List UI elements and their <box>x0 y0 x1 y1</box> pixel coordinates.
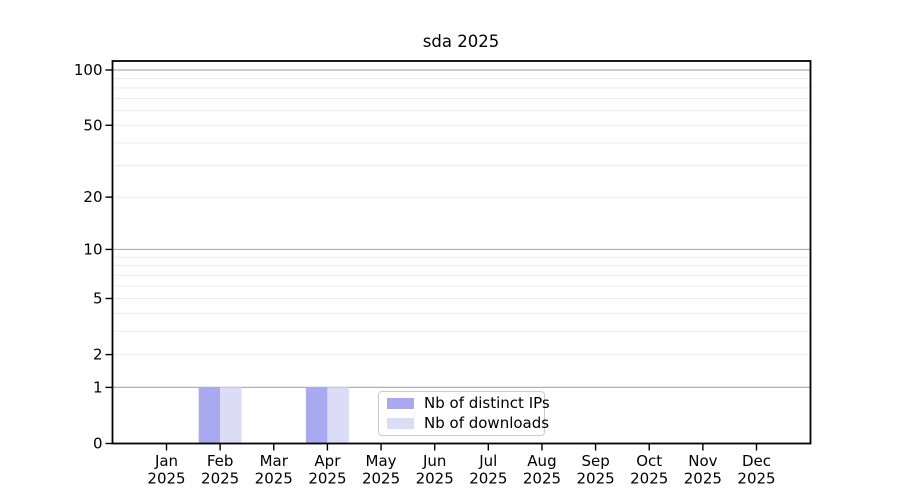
x-tick-label: Apr 2025 <box>308 452 346 488</box>
x-tick-label: Dec 2025 <box>737 452 775 488</box>
bar <box>327 387 349 444</box>
x-tick-label: Oct 2025 <box>630 452 668 488</box>
y-tick-label: 5 <box>93 289 103 307</box>
x-tick-label: Feb 2025 <box>201 452 239 488</box>
chart-title: sda 2025 <box>422 32 500 51</box>
bar <box>198 387 221 444</box>
y-tick-label: 50 <box>83 116 102 134</box>
y-tick-label: 1 <box>93 378 103 396</box>
legend-label: Nb of distinct IPs <box>424 394 550 412</box>
legend-label: Nb of downloads <box>424 414 550 432</box>
bar <box>220 387 242 444</box>
plot-border <box>111 60 812 445</box>
legend-item-downloads: Nb of downloads <box>387 414 549 433</box>
x-tick-label: Jun 2025 <box>416 452 454 488</box>
y-tick-label: 10 <box>83 240 102 258</box>
bar <box>305 387 328 444</box>
legend-item-distinct-ips: Nb of distinct IPs <box>387 394 550 413</box>
y-tick-label: 2 <box>93 346 103 364</box>
x-tick-label: Sep 2025 <box>576 452 614 488</box>
legend: Nb of distinct IPs Nb of downloads <box>378 391 550 436</box>
y-tick-label: 20 <box>83 188 102 206</box>
y-tick-label: 100 <box>74 61 103 79</box>
y-tick-label: 0 <box>93 435 103 453</box>
x-tick-label: Jul 2025 <box>469 452 507 488</box>
x-tick-label: May 2025 <box>362 452 400 488</box>
x-tick-label: Jan 2025 <box>147 452 185 488</box>
x-tick-label: Mar 2025 <box>255 452 293 488</box>
x-tick-label: Nov 2025 <box>684 452 722 488</box>
legend-swatch <box>387 418 414 429</box>
legend-swatch <box>387 398 414 409</box>
x-tick-label: Aug 2025 <box>523 452 561 488</box>
